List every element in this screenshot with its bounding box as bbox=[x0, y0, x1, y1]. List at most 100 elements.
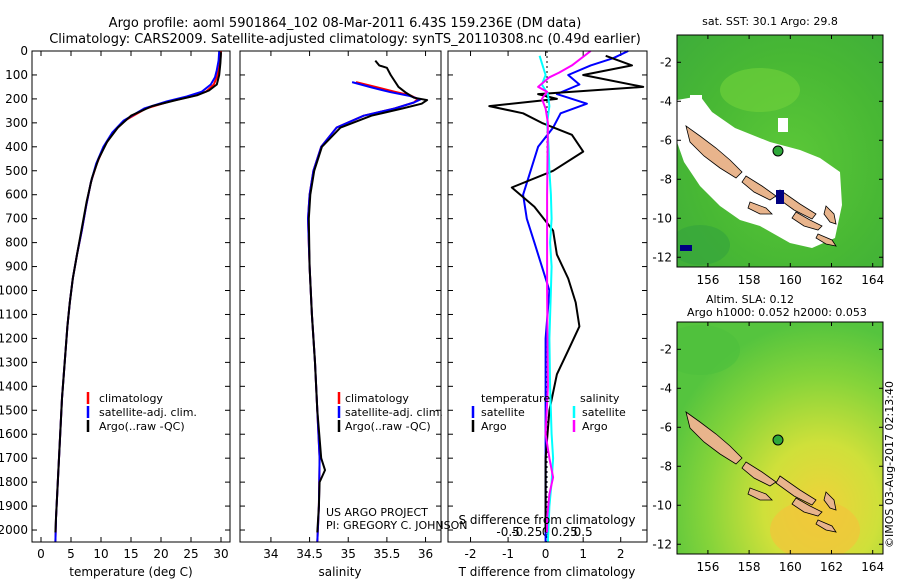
map-x-tick-label: 158 bbox=[738, 560, 761, 574]
s-tick-label: 0.25 bbox=[551, 525, 578, 539]
difference-depth-ticks bbox=[448, 50, 647, 531]
x-tick-label: 10 bbox=[93, 547, 108, 561]
sla-island-choiseul bbox=[741, 461, 777, 487]
sst-map-title: sat. SST: 30.1 Argo: 29.8 bbox=[702, 15, 838, 28]
depth-tick-label: 1600 bbox=[0, 427, 28, 441]
map-y-tick-label: -12 bbox=[652, 537, 672, 551]
sst-cloud-patch-2 bbox=[778, 118, 788, 132]
sst-islands bbox=[685, 125, 837, 247]
sst-dark-patch-2 bbox=[680, 245, 692, 251]
sst-island-choiseul bbox=[741, 175, 777, 201]
map-x-tick-label: 162 bbox=[820, 273, 843, 287]
depth-tick-label: 1500 bbox=[0, 403, 28, 417]
temperature-axis-ticks: 0 5 10 15 20 25 30 bbox=[37, 51, 229, 561]
sal-legend-climatology-label: climatology bbox=[345, 392, 409, 405]
t-difference-axis-ticks: -2 -1 0 1 2 bbox=[465, 51, 625, 561]
x-tick-label: 0 bbox=[542, 547, 550, 561]
salinity-axis-ticks: 34 34.5 35 35.5 36 bbox=[263, 51, 433, 561]
sst-island-makira bbox=[815, 233, 837, 247]
depth-tick-label: 500 bbox=[5, 164, 28, 178]
sst-map-frame bbox=[676, 34, 884, 268]
sla-island-makira bbox=[815, 519, 837, 533]
depth-tick-label: 1700 bbox=[0, 451, 28, 465]
map-x-tick-label: 162 bbox=[820, 560, 843, 574]
map-y-tick-label: -6 bbox=[660, 133, 672, 147]
credit-pi: PI: GREGORY C. JOHNSON bbox=[326, 519, 467, 532]
sla-map-title1: Altim. SLA: 0.12 bbox=[706, 293, 794, 306]
x-tick-label: 34.5 bbox=[296, 547, 323, 561]
figure-title-line1: Argo profile: aoml 5901864_102 08-Mar-20… bbox=[109, 16, 582, 31]
map-y-tick-label: -2 bbox=[660, 55, 672, 69]
series-line-salinity-argo bbox=[537, 50, 592, 533]
x-tick-label: 30 bbox=[213, 547, 228, 561]
depth-tick-label: 400 bbox=[5, 140, 28, 154]
depth-tick-label: 300 bbox=[5, 116, 28, 130]
depth-tick-label: 1800 bbox=[0, 475, 28, 489]
sla-islands bbox=[685, 411, 837, 533]
depth-tick-label: 1900 bbox=[0, 499, 28, 513]
depth-tick-label: 800 bbox=[5, 236, 28, 250]
depth-tick-label: 600 bbox=[5, 188, 28, 202]
map-y-tick-label: -12 bbox=[652, 250, 672, 264]
diff-legend-salinity-header: salinity bbox=[580, 392, 620, 405]
t-difference-xlabel: T difference from climatology bbox=[458, 565, 636, 579]
x-tick-label: 20 bbox=[153, 547, 168, 561]
temperature-legend: climatology satellite-adj. clim. Argo(..… bbox=[86, 392, 197, 433]
sla-island-santaisabel bbox=[775, 475, 817, 506]
salinity-panel: 34 34.5 35 35.5 36 salinity climatology sate… bbox=[239, 50, 467, 579]
salinity-xlabel: salinity bbox=[318, 565, 361, 579]
depth-tick-label: 1100 bbox=[0, 307, 28, 321]
x-tick-label: 15 bbox=[123, 547, 138, 561]
map-x-tick-label: 164 bbox=[861, 273, 884, 287]
map-y-tick-label: -10 bbox=[652, 211, 672, 225]
sst-island-malaita bbox=[823, 205, 837, 225]
depth-tick-label: 900 bbox=[5, 260, 28, 274]
salinity-plot-frame bbox=[239, 50, 442, 543]
sst-warm-patch bbox=[720, 68, 800, 112]
depth-tick-label: 100 bbox=[5, 68, 28, 82]
s-tick-label: -0.25 bbox=[511, 525, 542, 539]
series-line-satellite-adj-clim- bbox=[54, 50, 221, 543]
diff-legend-temperature-header: temperature bbox=[481, 392, 550, 405]
difference-lines bbox=[488, 50, 645, 543]
map-x-tick-label: 160 bbox=[779, 273, 802, 287]
map-x-tick-label: 156 bbox=[696, 273, 719, 287]
diff-legend-s-satellite-label: satellite bbox=[582, 406, 626, 419]
map-y-tick-label: -2 bbox=[660, 342, 672, 356]
depth-tick-label: 1200 bbox=[0, 331, 28, 345]
x-tick-label: -1 bbox=[502, 547, 514, 561]
sla-island-malaita bbox=[823, 491, 837, 511]
sst-map-ticks: 156 158 160 162 164 -2 -4 -6 -8 -10 -12 bbox=[652, 35, 884, 287]
series-line-climatology bbox=[54, 50, 222, 543]
s-difference-axis-ticks: -0.5-0.25 0 0.250.5 bbox=[496, 525, 592, 539]
map-y-tick-label: -10 bbox=[652, 498, 672, 512]
credit-project: US ARGO PROJECT bbox=[326, 506, 428, 519]
sst-cool-patch bbox=[677, 225, 730, 265]
sla-argo-position bbox=[772, 434, 784, 446]
salinity-depth-ticks bbox=[240, 50, 441, 531]
temperature-lines bbox=[54, 50, 222, 543]
map-y-tick-label: -8 bbox=[660, 172, 672, 186]
figure-title-line2: Climatology: CARS2009. Satellite-adjuste… bbox=[49, 32, 641, 47]
sla-island-guadalcanal bbox=[791, 497, 823, 517]
difference-panel: -2 -1 0 1 2 -0.5-0.25 0 0.250.5 S difference f… bbox=[447, 50, 648, 579]
sla-low-patch bbox=[677, 325, 740, 375]
depth-tick-label: 200 bbox=[5, 92, 28, 106]
salinity-legend: climatology satellite-adj. clim. Argo(..… bbox=[337, 392, 443, 433]
legend-argo-label: Argo(..raw -QC) bbox=[99, 420, 185, 433]
series-line-temperature-satellite bbox=[522, 50, 629, 542]
sst-island-bougainville bbox=[685, 125, 743, 179]
x-tick-label: 35 bbox=[341, 547, 356, 561]
depth-axis-ticks: 0 100 200 300 400 500 600 700 800 900 1000 1100 1200… bbox=[0, 44, 230, 537]
depth-tick-label: 1400 bbox=[0, 379, 28, 393]
diff-legend-t-argo-label: Argo bbox=[481, 420, 507, 433]
x-tick-label: 36 bbox=[418, 547, 433, 561]
series-line-argo-raw-qc- bbox=[307, 59, 429, 533]
map-y-tick-label: -6 bbox=[660, 420, 672, 434]
temperature-plot-frame bbox=[31, 50, 231, 543]
s-difference-xlabel: S difference from climatology bbox=[459, 513, 636, 527]
x-tick-label: 34 bbox=[263, 547, 278, 561]
sst-island-guadalcanal bbox=[791, 211, 823, 231]
series-line-satellite-adj-clim- bbox=[307, 81, 422, 543]
